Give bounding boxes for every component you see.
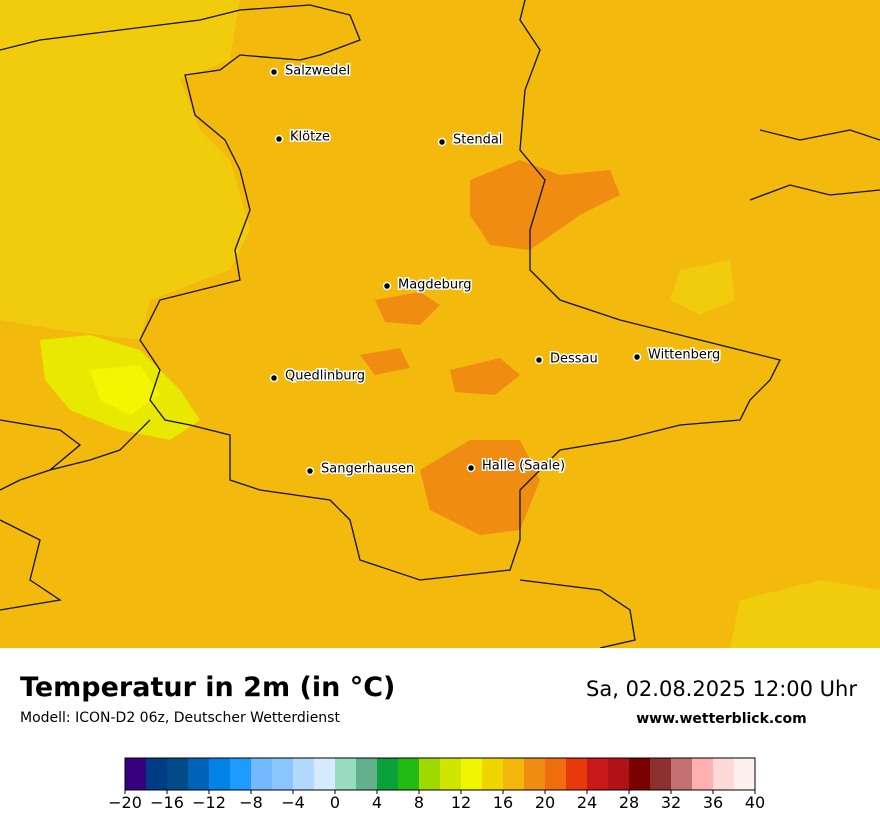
date: Sa, 02.08.2025 12:00 Uhr	[586, 677, 857, 701]
colorbar-segment	[482, 758, 504, 790]
city-label: Halle (Saale)	[482, 459, 565, 474]
colorbar-segment	[125, 758, 147, 790]
city: Magdeburg	[382, 276, 473, 294]
colorbar-segment	[440, 758, 462, 790]
colorbar-segment	[503, 758, 525, 790]
colorbar-segment	[314, 758, 336, 790]
city-label: Sangerhausen	[321, 462, 414, 477]
colorbar-tick-label: 0	[330, 793, 340, 812]
colorbar-segment	[608, 758, 630, 790]
colorbar-segment	[356, 758, 378, 790]
colorbar-segment	[524, 758, 546, 790]
colorbar-segment	[587, 758, 609, 790]
very-warm-area	[450, 358, 520, 395]
colorbar-tick-label: −12	[192, 793, 226, 812]
hot-area	[90, 365, 160, 415]
colorbar-segment	[566, 758, 588, 790]
colorbar-segment	[377, 758, 399, 790]
city-label: Wittenberg	[648, 348, 720, 363]
colorbar-tick-label: −20	[108, 793, 142, 812]
city: Salzwedel	[269, 62, 352, 80]
colorbar-segment	[713, 758, 735, 790]
colorbar-tick-label: 40	[745, 793, 765, 812]
city: Klötze	[274, 128, 332, 146]
colorbar-tick-label: 12	[451, 793, 471, 812]
colorbar-tick-label: −16	[150, 793, 184, 812]
colorbar-segment	[209, 758, 231, 790]
colorbar-segment	[545, 758, 567, 790]
city-layer: Salzwedel Klötze Stendal Magdeburg Dessa…	[269, 62, 722, 478]
city-label: Quedlinburg	[285, 369, 365, 384]
very-warm-area	[360, 348, 410, 375]
very-warm-area	[375, 292, 440, 325]
city-label: Klötze	[290, 130, 330, 145]
very-warm-area	[420, 440, 540, 535]
very-warm-area	[470, 160, 620, 250]
colorbar-segment	[461, 758, 483, 790]
city: Sangerhausen	[305, 460, 416, 478]
city-label: Dessau	[550, 352, 598, 367]
subtitle: Modell: ICON-D2 06z, Deutscher Wetterdie…	[20, 710, 340, 726]
colorbar: −20 −16 −12 −8 −4 0 4 8 12 16 20 24 28 32 36 40	[108, 757, 765, 812]
colorbar-tick-label: 16	[493, 793, 513, 812]
city-label: Salzwedel	[285, 64, 350, 79]
colorbar-tick-label: −8	[239, 793, 263, 812]
warm-area	[730, 580, 880, 648]
colorbar-tick-label: 20	[535, 793, 555, 812]
colorbar-segment	[272, 758, 294, 790]
colorbar-segment	[419, 758, 441, 790]
colorbar-segment	[230, 758, 252, 790]
colorbar-segment	[335, 758, 357, 790]
city: Wittenberg	[632, 346, 722, 364]
city: Halle (Saale)	[466, 457, 567, 475]
colorbar-segment	[251, 758, 273, 790]
colorbar-segment	[188, 758, 210, 790]
colorbar-tick-label: 32	[661, 793, 681, 812]
colorbar-tick-label: 28	[619, 793, 639, 812]
city-label: Stendal	[453, 133, 502, 148]
colorbar-tick-label: 8	[414, 793, 424, 812]
colorbar-segment	[146, 758, 168, 790]
warm-area	[670, 260, 735, 315]
city: Dessau	[534, 350, 599, 368]
colorbar-tick-label: 4	[372, 793, 382, 812]
city: Quedlinburg	[269, 367, 367, 385]
colorbar-tick-label: −4	[281, 793, 305, 812]
city-label: Magdeburg	[398, 278, 472, 293]
title: Temperatur in 2m (in °C)	[20, 672, 396, 703]
colorbar-tick-label: 36	[703, 793, 723, 812]
colorbar-segment	[692, 758, 714, 790]
colorbar-frame	[124, 757, 756, 791]
colorbar-segment	[398, 758, 420, 790]
colorbar-segment	[650, 758, 672, 790]
colorbar-segment	[671, 758, 693, 790]
map: Salzwedel Klötze Stendal Magdeburg Dessa…	[0, 0, 880, 648]
warm-area	[0, 0, 250, 340]
colorbar-segment	[629, 758, 651, 790]
colorbar-segment	[293, 758, 315, 790]
colorbar-tick-label: 24	[577, 793, 597, 812]
website[interactable]: www.wetterblick.com	[636, 711, 807, 727]
colorbar-segment	[167, 758, 189, 790]
city: Stendal	[437, 131, 504, 149]
colorbar-segment	[734, 758, 756, 790]
